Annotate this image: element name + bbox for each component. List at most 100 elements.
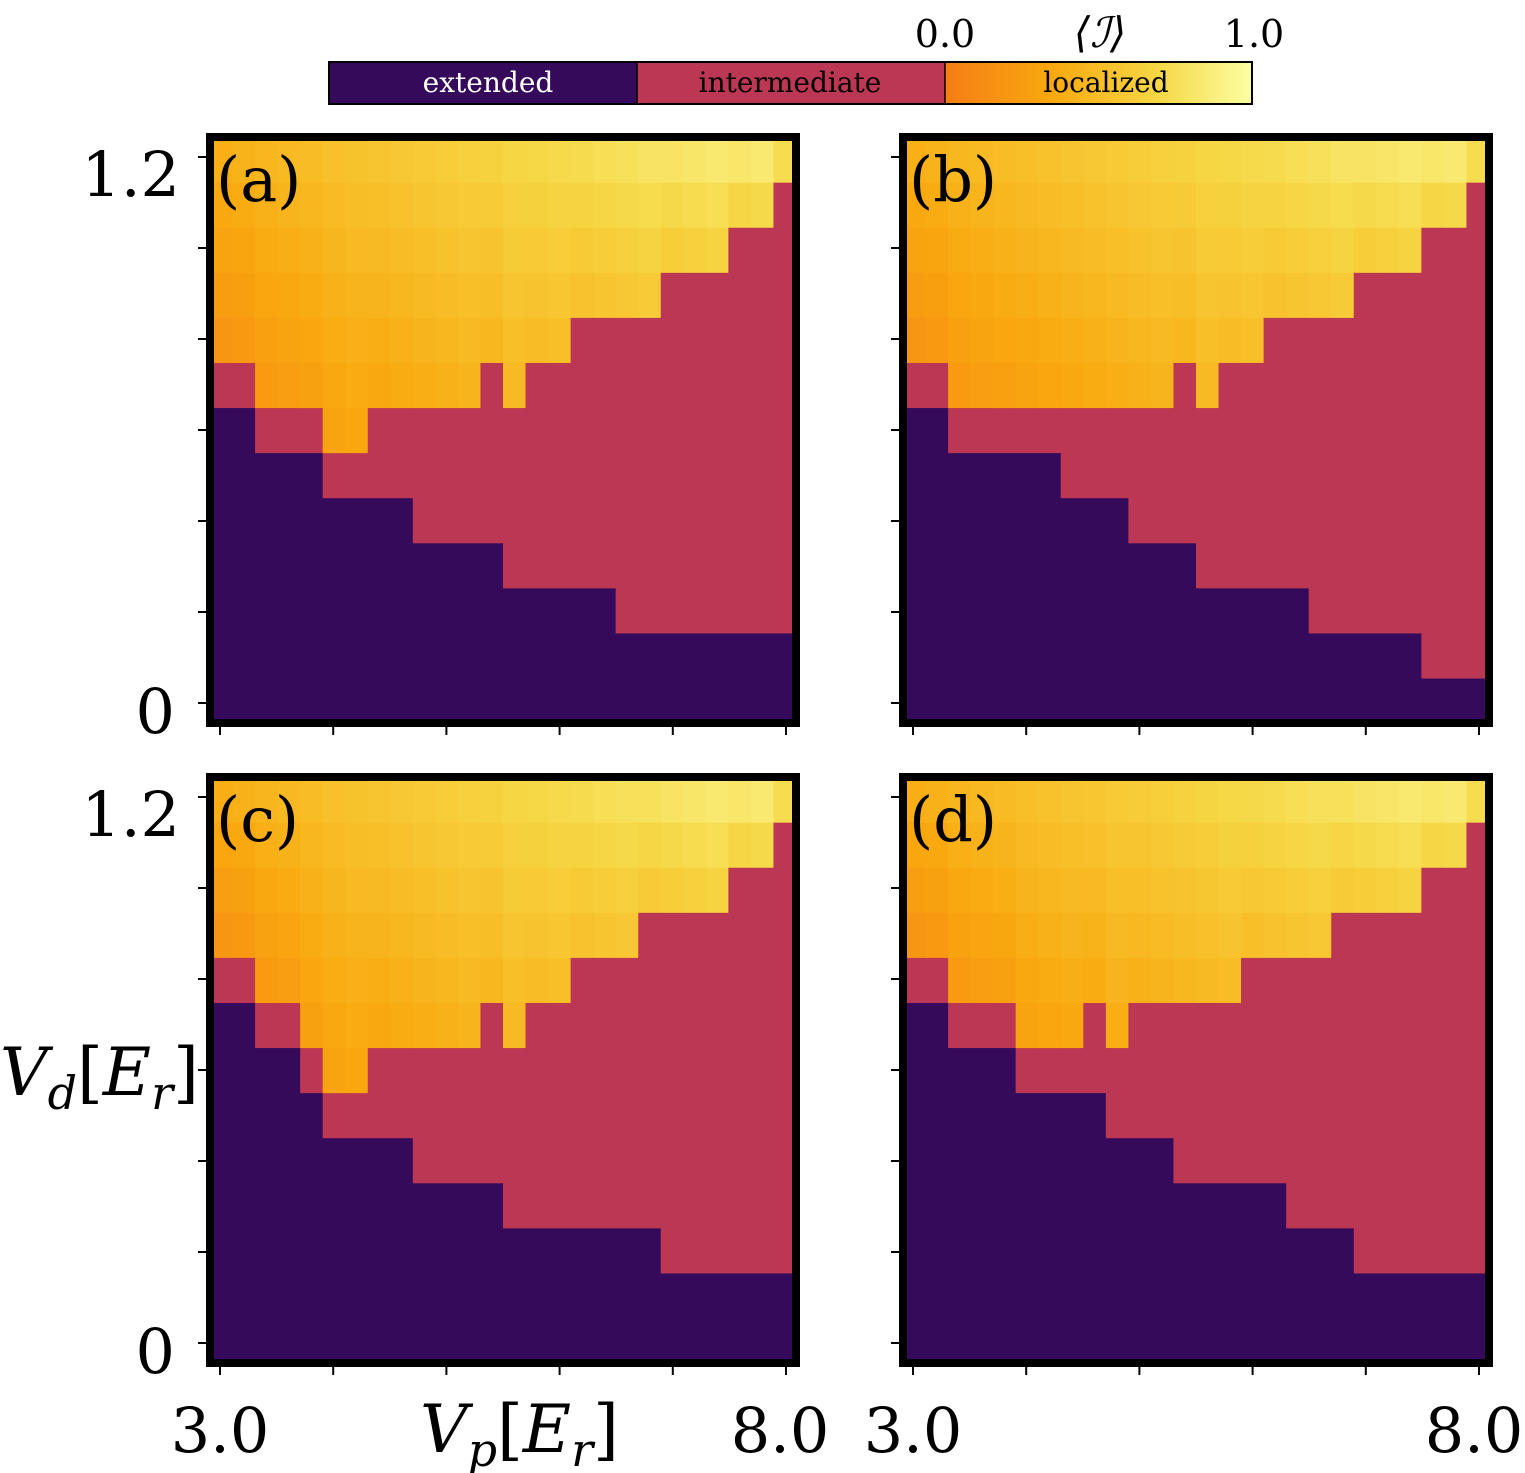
heatmap-cell	[210, 1272, 234, 1319]
heatmap-cell	[570, 1272, 594, 1319]
heatmap-cell	[390, 182, 414, 228]
heatmap-cell	[1150, 1272, 1175, 1319]
heatmap-cell	[615, 1137, 639, 1184]
heatmap-cell	[1376, 867, 1400, 913]
heatmap-cell	[1263, 632, 1287, 679]
heatmap-cell	[1015, 272, 1039, 318]
heatmap-cell	[503, 182, 527, 228]
heatmap-cell	[1331, 542, 1355, 589]
heatmap-cell	[1398, 137, 1422, 183]
heatmap-cell	[1015, 1092, 1039, 1139]
heatmap-cell	[277, 452, 301, 499]
heatmap-cell	[1421, 542, 1445, 589]
heatmap-cell	[300, 1092, 324, 1139]
heatmap-cell	[345, 362, 369, 409]
heatmap-cell	[925, 1317, 949, 1364]
heatmap-cell	[367, 317, 391, 363]
heatmap-cell	[1083, 822, 1107, 868]
heatmap-cell	[525, 632, 549, 679]
heatmap-cell	[548, 227, 572, 273]
heatmap-cell	[1398, 912, 1422, 958]
heatmap-cell	[1128, 272, 1152, 318]
heatmap-cell	[1128, 317, 1152, 363]
heatmap-cell	[435, 777, 459, 823]
heatmap-cell	[480, 227, 504, 273]
heatmap-cell	[638, 1137, 662, 1184]
heatmap-cell	[1421, 1182, 1445, 1229]
heatmap-cell	[1173, 587, 1197, 634]
heatmap-cell	[1466, 1272, 1490, 1319]
heatmap-cell	[412, 182, 436, 228]
heatmap-cell	[728, 1182, 752, 1229]
heatmap-cell	[412, 272, 436, 318]
heatmap-cell	[1038, 867, 1062, 913]
heatmap-cell	[593, 587, 617, 634]
heatmap-cell	[1443, 1002, 1468, 1049]
heatmap-cell	[1173, 677, 1197, 724]
heatmap-cell	[1060, 912, 1084, 958]
heatmap-cell	[1105, 317, 1129, 363]
heatmap-cell	[728, 777, 752, 823]
heatmap-cell	[1218, 1272, 1242, 1319]
heatmap-cell	[1173, 1317, 1197, 1364]
heatmap-cell	[1173, 957, 1197, 1003]
heatmap-cell	[1150, 912, 1175, 958]
heatmap-cell	[638, 227, 662, 273]
heatmap-cell	[277, 1047, 301, 1094]
heatmap-cell	[1376, 912, 1400, 958]
heatmap-cell	[705, 1227, 729, 1274]
heatmap-cell	[435, 822, 459, 868]
heatmap-cell	[1398, 542, 1422, 589]
heatmap-cell	[503, 272, 527, 318]
heatmap-cell	[993, 1272, 1017, 1319]
heatmap-cell	[750, 867, 775, 913]
heatmap-cell	[570, 452, 594, 499]
heatmap-cell	[412, 587, 436, 634]
heatmap-cell	[1128, 362, 1152, 409]
heatmap-cell	[1105, 452, 1129, 499]
heatmap-cell	[615, 587, 639, 634]
heatmap-cell	[750, 542, 775, 589]
heatmap-cell	[1286, 362, 1310, 409]
heatmap-cell	[615, 362, 639, 409]
heatmap-cell	[570, 182, 594, 228]
heatmap-cell	[480, 587, 504, 634]
heatmap-cell	[1353, 1137, 1377, 1184]
heatmap-cell	[345, 587, 369, 634]
heatmap-cell	[367, 912, 391, 958]
heatmap-cell	[435, 1092, 459, 1139]
heatmap-cell	[322, 912, 346, 958]
heatmap-cell	[435, 1137, 459, 1184]
heatmap-cell	[1128, 1227, 1152, 1274]
heatmap-cell	[903, 317, 927, 363]
heatmap-cell	[1353, 1317, 1377, 1364]
heatmap-cell	[435, 1002, 459, 1049]
heatmap-cell	[412, 1137, 436, 1184]
heatmap-cell	[1443, 867, 1468, 913]
heatmap-cell	[903, 1227, 927, 1274]
heatmap-cell	[948, 182, 972, 228]
heatmap-cell	[1241, 587, 1265, 634]
heatmap-cell	[1150, 452, 1175, 499]
heatmap-cell	[480, 497, 504, 544]
heatmap-cell	[345, 867, 369, 913]
heatmap-cell	[948, 137, 972, 183]
heatmap-cell	[948, 407, 972, 454]
heatmap-cell	[277, 822, 301, 868]
heatmap-cell	[1376, 1092, 1400, 1139]
heatmap-cell	[457, 1137, 482, 1184]
x-tick-right-d: 8.0	[1425, 1394, 1524, 1467]
heatmap-cell	[1376, 1182, 1400, 1229]
heatmap-cell	[345, 1317, 369, 1364]
heatmap-cell	[925, 1137, 949, 1184]
heatmap-cell	[1286, 317, 1310, 363]
heatmap-cell	[1241, 1047, 1265, 1094]
heatmap-cell	[1443, 1182, 1468, 1229]
heatmap-cell	[773, 137, 797, 183]
heatmap-cell	[1286, 1047, 1310, 1094]
heatmap-cell	[210, 1227, 234, 1274]
heatmap-cell	[1218, 912, 1242, 958]
y-tick-top-a: 1.2	[81, 138, 180, 211]
heatmap-cell	[255, 497, 279, 544]
heatmap-cell	[210, 137, 234, 183]
